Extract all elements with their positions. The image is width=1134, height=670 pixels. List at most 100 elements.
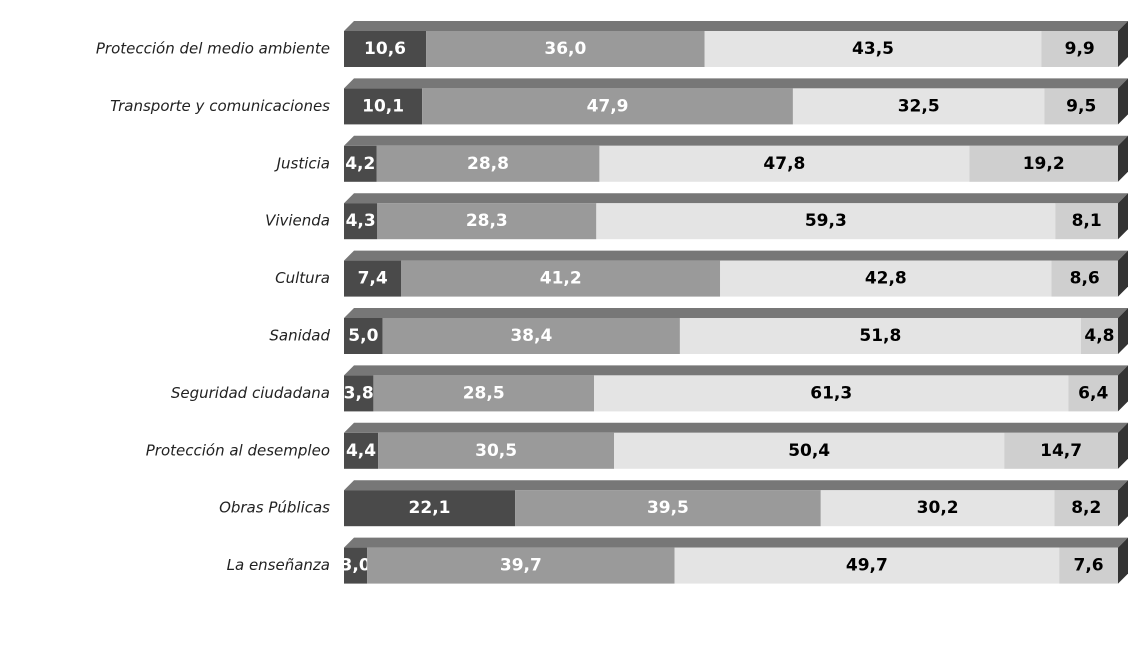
bar-segment xyxy=(376,145,600,182)
value-label: 4,8 xyxy=(1084,326,1114,346)
value-label: 41,2 xyxy=(540,269,582,289)
bar-segment xyxy=(344,145,377,182)
bar-top xyxy=(344,21,1128,31)
bar-segment xyxy=(1068,375,1118,412)
bar-side xyxy=(1118,422,1128,469)
bar-segment xyxy=(422,88,793,125)
bar-top xyxy=(344,480,1128,491)
value-label: 19,2 xyxy=(1023,154,1065,174)
category-label: Justicia xyxy=(274,154,330,172)
bar-segment xyxy=(401,260,721,297)
bar-segment xyxy=(377,203,597,240)
bar-side xyxy=(1118,21,1128,67)
bar-top xyxy=(344,250,1128,261)
bar-segment xyxy=(515,490,821,527)
bar-segment xyxy=(344,31,427,67)
bar-top xyxy=(344,365,1128,376)
value-label: 39,5 xyxy=(647,498,689,518)
value-label: 42,8 xyxy=(865,269,907,289)
category-label: Protección al desempleo xyxy=(146,441,330,459)
value-label: 50,4 xyxy=(788,441,830,461)
bar-segment xyxy=(344,318,383,354)
bar-side xyxy=(1118,193,1128,240)
value-label: 7,4 xyxy=(358,269,388,289)
category-label: Obras Públicas xyxy=(219,499,330,517)
category-label: Cultura xyxy=(275,269,330,287)
value-label: 32,5 xyxy=(898,96,940,116)
bar-segment xyxy=(792,88,1045,125)
value-label: 47,8 xyxy=(763,154,805,174)
bar-segment xyxy=(820,490,1055,527)
value-label: 4,3 xyxy=(346,211,376,231)
bar-side xyxy=(1118,250,1128,297)
value-label: 8,6 xyxy=(1070,269,1100,289)
bar-segment xyxy=(969,145,1118,182)
value-label: 38,4 xyxy=(510,326,552,346)
value-label: 10,1 xyxy=(362,96,404,116)
bar-segment xyxy=(1080,318,1118,354)
value-label: 4,4 xyxy=(346,441,376,461)
value-label: 47,9 xyxy=(587,96,629,116)
category-label: La enseñanza xyxy=(227,556,330,574)
bar-segment xyxy=(674,547,1060,584)
value-label: 14,7 xyxy=(1040,441,1082,461)
value-label: 9,5 xyxy=(1066,96,1096,116)
category-label: Sanidad xyxy=(269,327,330,345)
bar-segment xyxy=(344,490,516,527)
value-label: 9,9 xyxy=(1065,39,1095,59)
bar-segment xyxy=(594,375,1069,412)
value-label: 39,7 xyxy=(500,556,542,576)
bar-segment xyxy=(344,547,368,584)
value-label: 4,2 xyxy=(345,154,375,174)
bar-segment xyxy=(599,145,970,182)
bar-side xyxy=(1118,537,1128,584)
value-label: 36,0 xyxy=(544,39,586,59)
bar-segment xyxy=(344,203,378,240)
bar-segment xyxy=(1041,31,1118,67)
value-label: 61,3 xyxy=(810,383,852,403)
value-label: 28,8 xyxy=(467,154,509,174)
value-label: 6,4 xyxy=(1078,383,1108,403)
bar-side xyxy=(1118,135,1128,182)
value-label: 10,6 xyxy=(364,39,406,59)
bar-segment xyxy=(1055,203,1118,240)
bar-segment xyxy=(344,375,374,412)
bar-side xyxy=(1118,365,1128,412)
bar-segment xyxy=(367,547,675,584)
bar-top xyxy=(344,78,1128,89)
bar-segment xyxy=(426,31,705,67)
value-label: 51,8 xyxy=(859,326,901,346)
value-label: 30,5 xyxy=(475,441,517,461)
bar-segment xyxy=(373,375,595,412)
bar-segment xyxy=(378,432,615,469)
bar-side xyxy=(1118,78,1128,125)
bar-top xyxy=(344,308,1128,318)
bar-side xyxy=(1118,480,1128,527)
value-label: 3,0 xyxy=(341,556,371,576)
value-label: 8,1 xyxy=(1072,211,1102,231)
category-label: Transporte y comunicaciones xyxy=(110,97,330,115)
value-label: 28,3 xyxy=(466,211,508,231)
value-label: 5,0 xyxy=(348,326,378,346)
bar-segment xyxy=(1044,88,1118,125)
value-label: 28,5 xyxy=(463,383,505,403)
value-label: 8,2 xyxy=(1071,498,1101,518)
value-label: 49,7 xyxy=(846,556,888,576)
category-label: Protección del medio ambiente xyxy=(96,40,330,58)
value-label: 3,8 xyxy=(344,383,374,403)
bar-segment xyxy=(596,203,1056,240)
bar-top xyxy=(344,193,1128,204)
category-label: Seguridad ciudadana xyxy=(171,384,330,402)
bar-segment xyxy=(1059,547,1118,584)
bar-top xyxy=(344,537,1128,548)
bar-top xyxy=(344,422,1128,433)
bar-side xyxy=(1118,308,1128,354)
bar-segment xyxy=(344,260,402,297)
bar-segment xyxy=(1054,490,1118,527)
bar-segment xyxy=(1004,432,1118,469)
bar-segment xyxy=(704,31,1042,67)
value-label: 59,3 xyxy=(805,211,847,231)
value-label: 30,2 xyxy=(917,498,959,518)
category-label: Vivienda xyxy=(265,212,330,230)
